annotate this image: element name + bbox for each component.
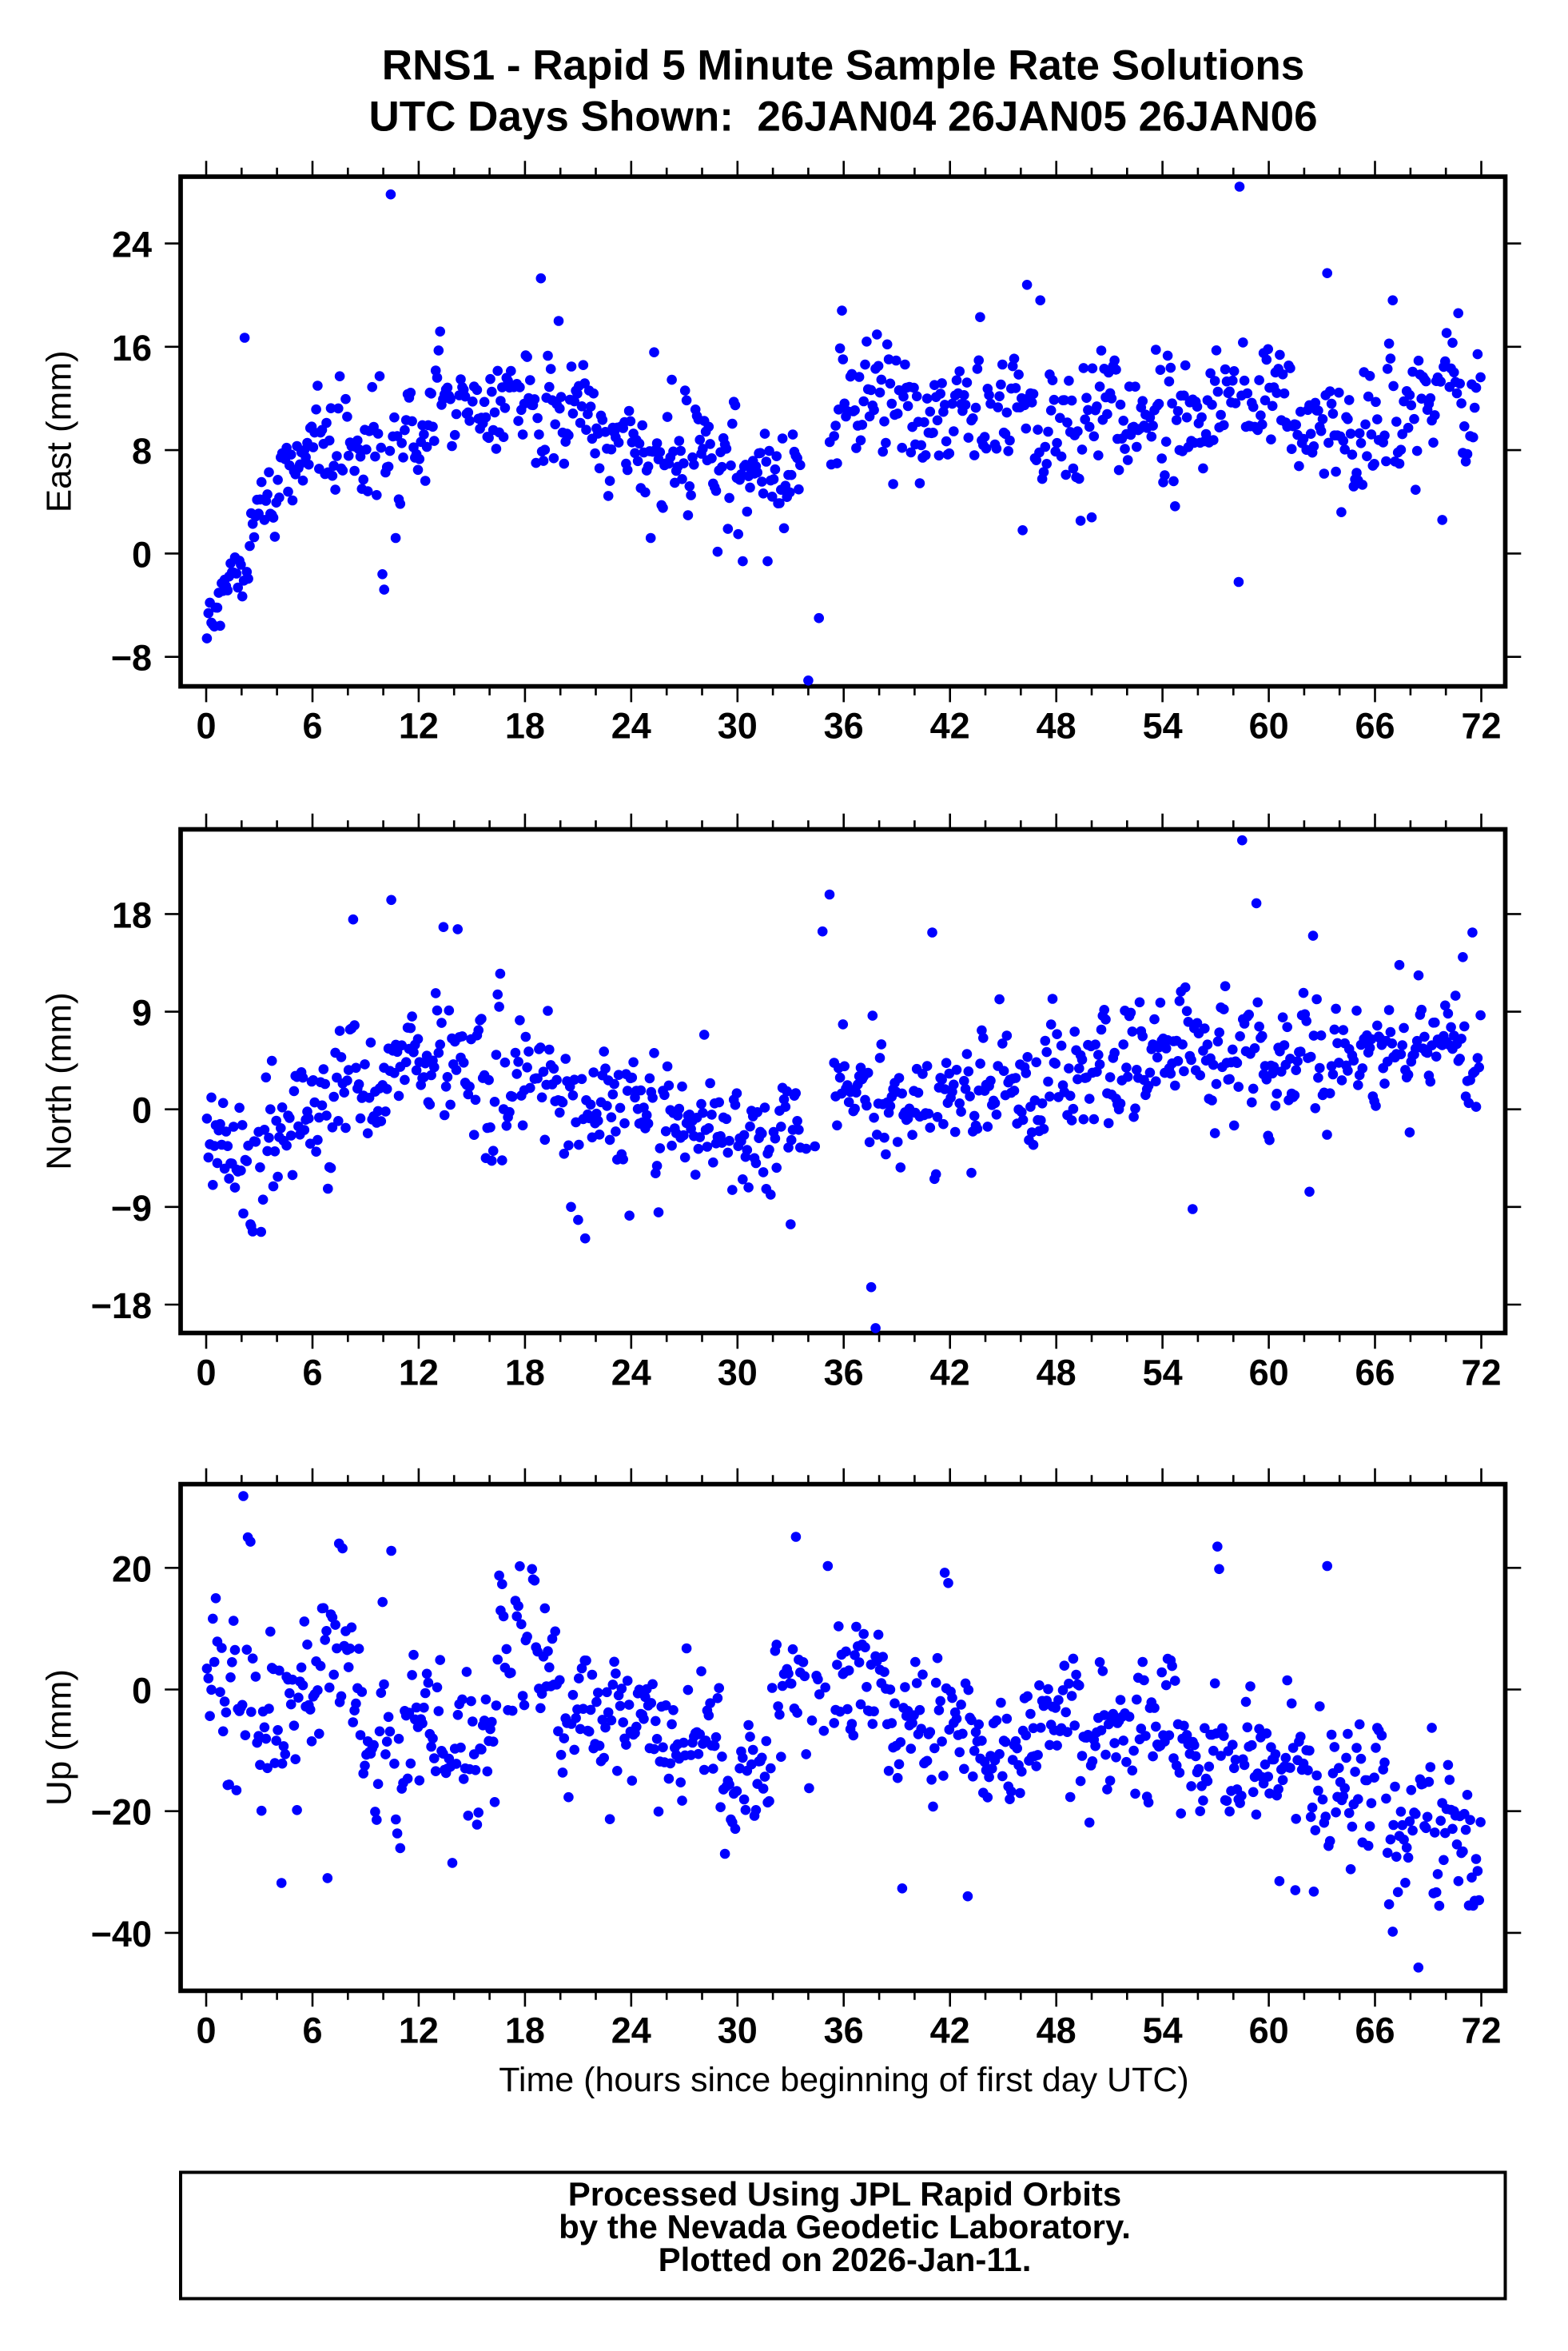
svg-text:24: 24 — [611, 2010, 651, 2050]
svg-text:60: 60 — [1249, 1353, 1289, 1393]
svg-text:16: 16 — [112, 328, 152, 369]
svg-text:−20: −20 — [91, 1792, 152, 1833]
svg-text:42: 42 — [930, 2010, 970, 2050]
svg-text:12: 12 — [399, 706, 439, 747]
svg-text:6: 6 — [302, 2010, 322, 2050]
svg-text:54: 54 — [1143, 706, 1183, 747]
svg-text:72: 72 — [1461, 2010, 1501, 2050]
svg-text:0: 0 — [196, 2010, 216, 2050]
svg-text:UTC Days Shown: 26JAN04 26JAN: UTC Days Shown: 26JAN04 26JAN05 26JAN06 — [368, 94, 1317, 141]
svg-text:66: 66 — [1355, 1353, 1395, 1393]
svg-text:18: 18 — [112, 895, 152, 935]
svg-text:0: 0 — [132, 1090, 152, 1131]
svg-text:24: 24 — [611, 1353, 651, 1393]
svg-text:36: 36 — [824, 706, 864, 747]
svg-text:−8: −8 — [111, 638, 152, 679]
svg-text:48: 48 — [1037, 706, 1077, 747]
svg-text:60: 60 — [1249, 706, 1289, 747]
svg-text:6: 6 — [302, 1353, 322, 1393]
svg-text:by the Nevada Geodetic Laborat: by the Nevada Geodetic Laboratory. — [559, 2208, 1131, 2245]
svg-text:30: 30 — [718, 1353, 758, 1393]
svg-text:18: 18 — [505, 706, 545, 747]
svg-text:54: 54 — [1143, 2010, 1183, 2050]
svg-text:−18: −18 — [91, 1285, 152, 1326]
svg-text:Processed Using JPL Rapid Orbi: Processed Using JPL Rapid Orbits — [568, 2175, 1121, 2213]
svg-text:42: 42 — [930, 1353, 970, 1393]
svg-text:Plotted on 2026-Jan-11.: Plotted on 2026-Jan-11. — [659, 2241, 1032, 2278]
svg-text:12: 12 — [399, 2010, 439, 2050]
svg-text:66: 66 — [1355, 2010, 1395, 2050]
svg-text:Time (hours since beginning of: Time (hours since beginning of first day… — [499, 2061, 1189, 2099]
svg-text:72: 72 — [1461, 706, 1501, 747]
svg-text:60: 60 — [1249, 2010, 1289, 2050]
svg-text:48: 48 — [1037, 2010, 1077, 2050]
svg-text:North (mm): North (mm) — [40, 992, 79, 1170]
svg-text:42: 42 — [930, 706, 970, 747]
svg-text:54: 54 — [1143, 1353, 1183, 1393]
svg-text:0: 0 — [196, 706, 216, 747]
svg-text:30: 30 — [718, 2010, 758, 2050]
svg-text:−9: −9 — [111, 1188, 152, 1229]
svg-text:20: 20 — [112, 1548, 152, 1589]
svg-text:36: 36 — [824, 2010, 864, 2050]
svg-text:0: 0 — [196, 1353, 216, 1393]
svg-text:24: 24 — [611, 706, 651, 747]
svg-text:24: 24 — [112, 225, 152, 265]
svg-text:0: 0 — [132, 1671, 152, 1711]
svg-text:72: 72 — [1461, 1353, 1501, 1393]
svg-text:18: 18 — [505, 1353, 545, 1393]
svg-text:RNS1 - Rapid 5 Minute Sample R: RNS1 - Rapid 5 Minute Sample Rate Soluti… — [382, 42, 1304, 90]
svg-text:12: 12 — [399, 1353, 439, 1393]
svg-text:30: 30 — [718, 706, 758, 747]
svg-text:36: 36 — [824, 1353, 864, 1393]
svg-text:Up (mm): Up (mm) — [40, 1669, 79, 1806]
svg-text:6: 6 — [302, 706, 322, 747]
svg-text:0: 0 — [132, 534, 152, 575]
svg-text:−40: −40 — [91, 1914, 152, 1955]
svg-text:9: 9 — [132, 993, 152, 1034]
svg-text:18: 18 — [505, 2010, 545, 2050]
svg-text:48: 48 — [1037, 1353, 1077, 1393]
svg-text:East (mm): East (mm) — [40, 350, 79, 512]
svg-text:8: 8 — [132, 431, 152, 472]
svg-text:66: 66 — [1355, 706, 1395, 747]
